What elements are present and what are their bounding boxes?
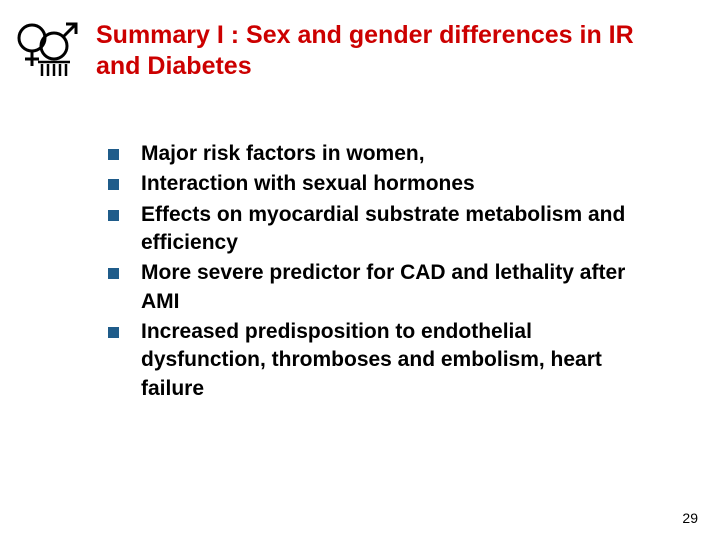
bullet-item: Interaction with sexual hormones [108,170,640,198]
bullet-text: Increased predisposition to endothelial … [141,318,640,403]
slide-logo [12,18,84,78]
bullet-marker-icon [108,210,119,221]
bullet-marker-icon [108,149,119,160]
bullet-text: Major risk factors in women, [141,140,640,168]
page-number: 29 [682,510,698,526]
bullet-text: More severe predictor for CAD and lethal… [141,259,640,316]
slide-title: Summary I : Sex and gender differences i… [96,20,680,83]
bullet-item: Effects on myocardial substrate metaboli… [108,201,640,258]
bullet-text: Interaction with sexual hormones [141,170,640,198]
bullet-marker-icon [108,179,119,190]
bullet-marker-icon [108,327,119,338]
bullet-text: Effects on myocardial substrate metaboli… [141,201,640,258]
bullet-item: More severe predictor for CAD and lethal… [108,259,640,316]
bullet-item: Major risk factors in women, [108,140,640,168]
bullet-item: Increased predisposition to endothelial … [108,318,640,403]
bullet-list: Major risk factors in women,Interaction … [108,140,640,405]
bullet-marker-icon [108,268,119,279]
